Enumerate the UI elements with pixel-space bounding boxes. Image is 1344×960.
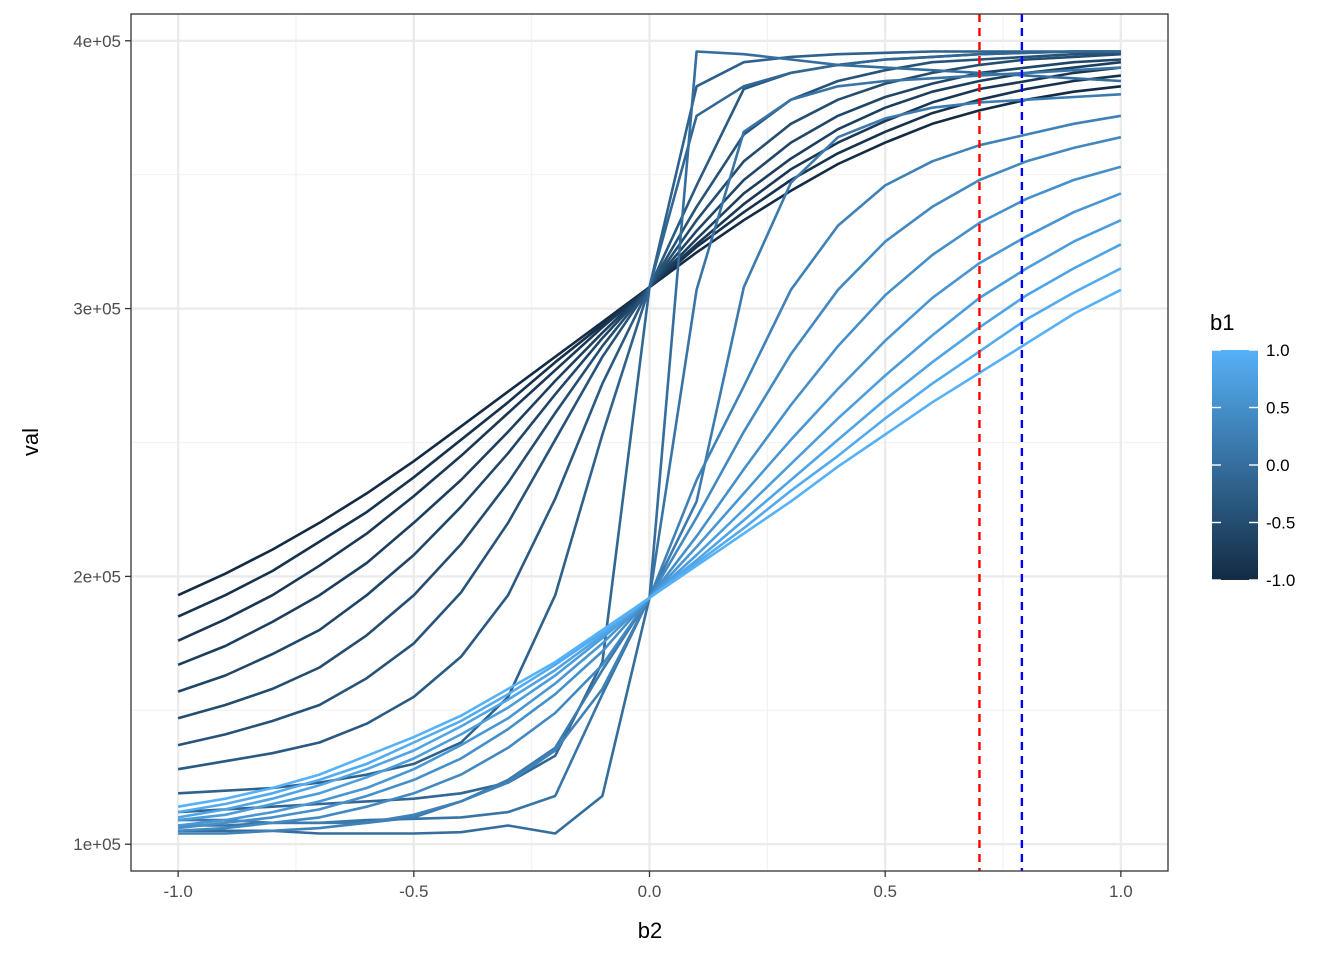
legend-tick-label: -0.5 [1266,514,1295,533]
legend-title: b1 [1210,310,1234,335]
y-tick-label: 4e+05 [73,32,121,51]
legend-tick-label: 0.5 [1266,399,1290,418]
series-layer [177,50,1122,835]
y-axis: 1e+05 2e+05 3e+05 4e+05 [73,32,131,854]
legend-ticks: 1.0 0.5 0.0 -0.5 -1.0 [1212,341,1295,590]
x-axis: -1.0 -0.5 0.0 0.5 1.0 [163,871,1133,901]
x-tick-label: 0.0 [638,882,662,901]
x-tick-label: 1.0 [1109,882,1133,901]
x-tick-label: -0.5 [399,882,428,901]
legend-tick-label: 1.0 [1266,341,1290,360]
x-axis-title: b2 [638,918,662,943]
y-tick-label: 3e+05 [73,300,121,319]
x-tick-label: -1.0 [163,882,192,901]
legend-tick-label: 0.0 [1266,456,1290,475]
series-line [178,50,1121,814]
series-line [177,288,1122,808]
x-tick-label: 0.5 [873,882,897,901]
legend: b1 1.0 0.5 0.0 -0.5 -1.0 [1210,310,1295,590]
legend-tick-label: -1.0 [1266,571,1295,590]
y-tick-label: 1e+05 [73,835,121,854]
reference-lines [978,14,1024,871]
y-axis-title: val [18,428,43,456]
y-tick-label: 2e+05 [73,567,121,586]
grid-major [131,14,1168,871]
